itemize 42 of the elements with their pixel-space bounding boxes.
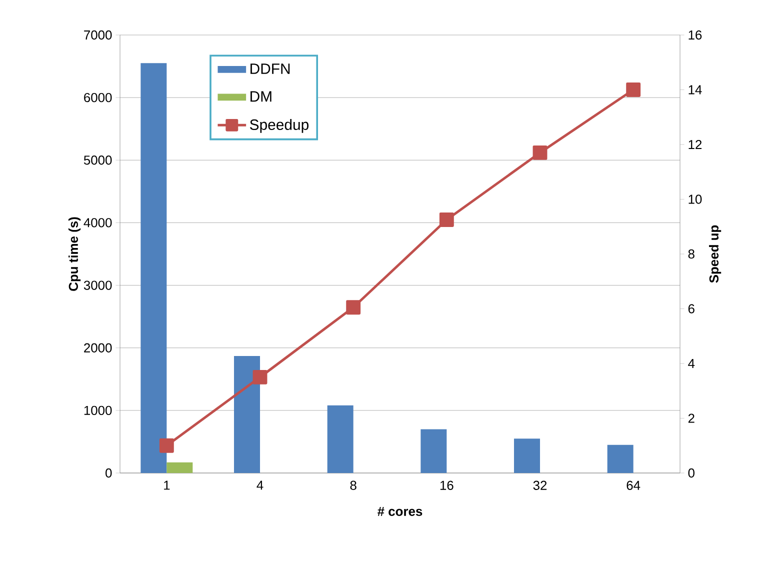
y2-tick-label: 4: [688, 359, 695, 368]
y2-tick-label: 8: [688, 249, 694, 259]
y-tick-label: 4000: [84, 218, 112, 228]
bar: [234, 356, 260, 473]
y-tick-label: 6000: [84, 92, 112, 102]
legend-label: DDFN: [250, 64, 290, 74]
y2-tick-label: 2: [688, 414, 694, 423]
legend-label: Speedup: [250, 119, 309, 133]
y-tick-label: 1000: [84, 406, 112, 416]
x-tick-label: 16: [440, 480, 454, 490]
point: [439, 212, 454, 227]
x-tick-label: 64: [626, 480, 640, 490]
y-tick-label: 7000: [84, 30, 112, 40]
x-axis-title: # cores: [378, 507, 422, 516]
point: [532, 145, 548, 160]
y2-tick-label: 10: [688, 194, 702, 204]
y2-tick-label: 16: [688, 30, 702, 40]
x-tick-label: 8: [350, 480, 356, 490]
x-tick-label: 4: [256, 480, 264, 490]
point: [159, 438, 174, 453]
y2-tick-label: 14: [688, 85, 702, 94]
x-tick-label: 1: [164, 480, 170, 490]
bar: [327, 405, 354, 473]
x-tick-label: 32: [533, 480, 547, 490]
point: [346, 300, 361, 315]
point: [252, 370, 268, 384]
y-tick-label: 2000: [84, 343, 112, 352]
y2-tick-label: 6: [688, 304, 694, 314]
point: [626, 82, 641, 97]
y-tick-label: 0: [106, 468, 112, 478]
bar: [607, 444, 634, 473]
y-tick-label: 5000: [84, 156, 112, 165]
bar: [514, 438, 540, 473]
y2-tick-label: 12: [688, 140, 702, 150]
bar: [140, 63, 167, 473]
bar: [420, 429, 447, 473]
y2-tick-label: 0: [688, 468, 694, 478]
bar: [166, 462, 193, 473]
y2-axis-title: Speed up: [709, 225, 722, 283]
legend-label: DM: [250, 91, 272, 102]
y-axis-title: Cpu time (s): [68, 217, 81, 291]
y-tick-label: 3000: [84, 280, 112, 290]
